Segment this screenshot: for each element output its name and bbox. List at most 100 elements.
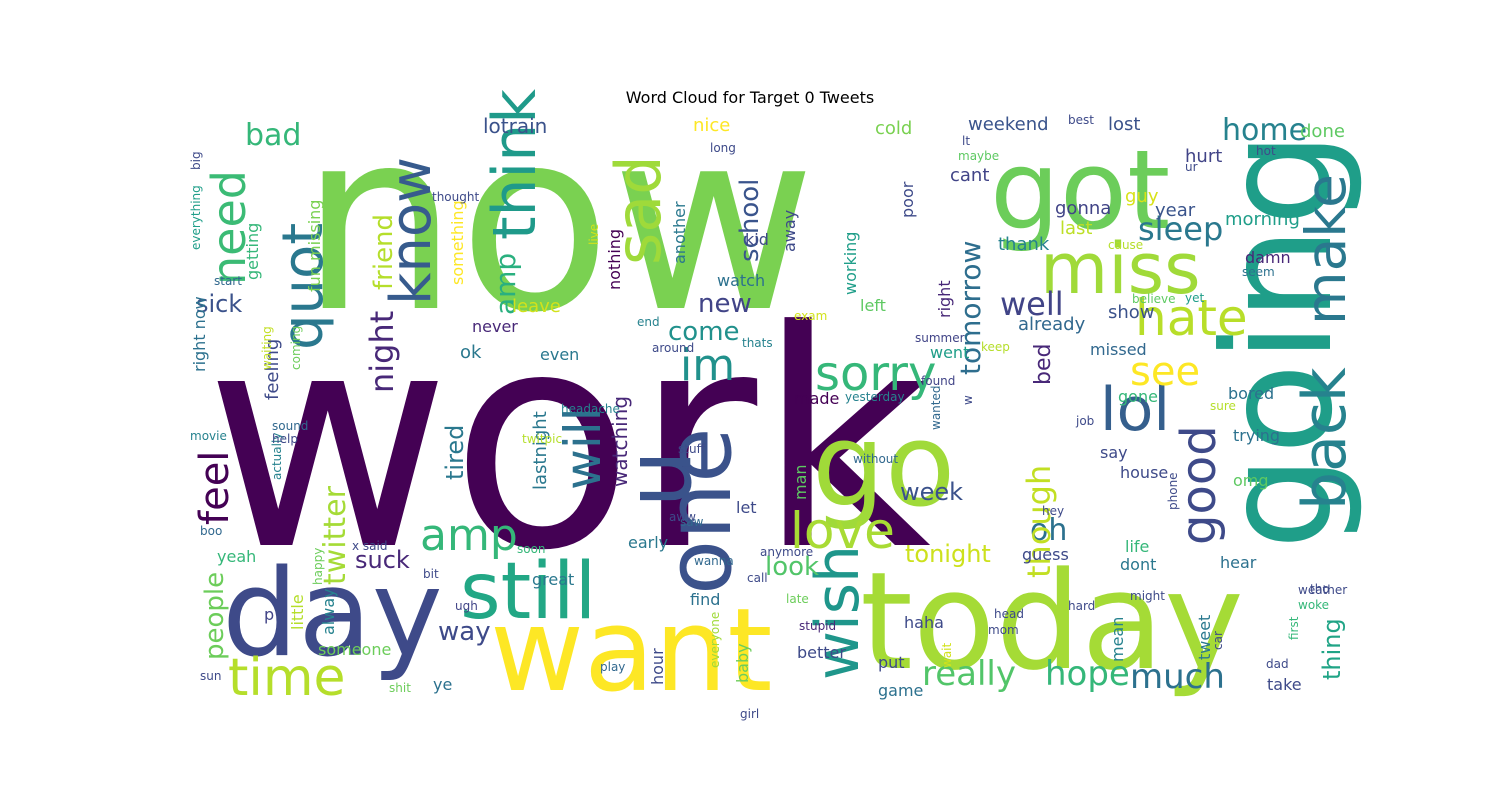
word-sound: sound bbox=[272, 419, 308, 433]
word-nothing: nothing bbox=[605, 229, 624, 290]
word-lol: lol bbox=[1100, 375, 1170, 445]
word-gonna: gonna bbox=[1055, 198, 1111, 219]
word-call: call bbox=[747, 571, 768, 585]
word-though: though bbox=[1020, 465, 1058, 578]
word-something: something bbox=[448, 200, 467, 285]
word-right: right bbox=[935, 280, 954, 318]
word-twitter: twitter bbox=[318, 485, 353, 585]
word-start: start bbox=[214, 274, 242, 288]
word-fun-missing: fun missing bbox=[305, 200, 324, 292]
word-shit: shit bbox=[389, 681, 411, 695]
word-kid: kid bbox=[745, 230, 769, 249]
word-now: now bbox=[300, 76, 816, 367]
word-watching: watching bbox=[608, 396, 632, 487]
word-great: great bbox=[532, 570, 574, 589]
word-poor: poor bbox=[898, 181, 917, 218]
word-wanted: wanted bbox=[929, 386, 943, 430]
word-live: live bbox=[587, 224, 601, 245]
word-headache: headache bbox=[561, 402, 620, 416]
word-first: first bbox=[1287, 616, 1301, 640]
word-boo: boo bbox=[200, 524, 222, 538]
word-keep: keep bbox=[981, 340, 1010, 354]
word-made: made bbox=[794, 389, 839, 408]
word-show: show bbox=[1108, 302, 1155, 323]
word-going: going bbox=[1192, 131, 1366, 550]
word-woke: woke bbox=[1298, 598, 1329, 612]
word-see: see bbox=[1130, 349, 1200, 395]
word-wait: wait bbox=[940, 642, 954, 668]
word-morning: morning bbox=[1225, 209, 1300, 230]
word-might: might bbox=[1130, 589, 1165, 603]
word-saw: saw bbox=[680, 515, 704, 529]
word-done: done bbox=[1300, 121, 1345, 142]
word-getting: getting bbox=[243, 223, 262, 280]
word-ye: ye bbox=[433, 675, 452, 694]
word-hour: hour bbox=[648, 648, 667, 685]
word-say: say bbox=[1100, 443, 1128, 462]
word-make: make bbox=[1294, 174, 1358, 325]
word-end: end bbox=[637, 315, 660, 329]
word-big: big bbox=[189, 151, 203, 170]
word-im: im bbox=[680, 340, 735, 391]
word-watch: watch bbox=[717, 271, 765, 290]
word-long: long bbox=[710, 141, 736, 155]
word-hope: hope bbox=[1045, 654, 1130, 694]
word-life: life bbox=[1125, 537, 1149, 556]
word-went: went bbox=[930, 343, 969, 362]
word-play: play bbox=[600, 660, 625, 674]
word-week: week bbox=[900, 478, 963, 506]
word-love: love bbox=[790, 502, 895, 560]
word-dont: dont bbox=[1120, 555, 1156, 574]
word-bit: bit bbox=[423, 567, 439, 581]
word-weather: weather bbox=[1298, 583, 1347, 597]
word-help: help bbox=[272, 432, 298, 446]
word-really: really bbox=[922, 654, 1016, 694]
word-will: will bbox=[554, 407, 612, 490]
word-right-now: right now bbox=[190, 296, 209, 372]
word-job: job bbox=[1075, 414, 1094, 428]
word-lost: lost bbox=[1108, 114, 1140, 135]
word-omg: omg bbox=[1233, 471, 1269, 490]
word-yeah: yeah bbox=[217, 547, 256, 566]
word-last: last bbox=[1060, 218, 1092, 239]
word-house: house bbox=[1120, 463, 1168, 482]
word-head: head bbox=[994, 607, 1024, 621]
word-exam: exam bbox=[794, 309, 827, 323]
word-p: p bbox=[264, 605, 274, 624]
word-stupid: stupid bbox=[799, 619, 836, 633]
word-even: even bbox=[540, 345, 579, 364]
word-left: left bbox=[860, 296, 886, 315]
word-way: way bbox=[438, 617, 491, 647]
word-waiting: waiting bbox=[260, 326, 274, 370]
word-yet: yet bbox=[1185, 291, 1204, 305]
word-people: people bbox=[200, 572, 230, 660]
word-stuff: stuff bbox=[678, 442, 706, 456]
word-friend: friend bbox=[369, 214, 399, 290]
word-sure: sure bbox=[1210, 399, 1236, 413]
word-weekend: weekend bbox=[968, 114, 1049, 135]
word-know: know bbox=[379, 157, 444, 305]
word-haha: haha bbox=[904, 613, 944, 632]
word-hot: hot bbox=[1256, 144, 1276, 158]
word-little: little bbox=[288, 594, 307, 630]
word-tomorrow: tomorrow bbox=[954, 241, 987, 375]
word-good: good bbox=[1171, 425, 1227, 545]
word-best: best bbox=[1068, 113, 1094, 127]
word-twitpic: twitpic bbox=[522, 432, 562, 446]
word-ok: ok bbox=[460, 342, 482, 363]
word-guy: guy bbox=[1125, 186, 1159, 207]
word-x-said: x said bbox=[352, 539, 387, 553]
word-phone: phone bbox=[1166, 472, 1180, 510]
word-trying: trying bbox=[1233, 426, 1280, 445]
word-working: working bbox=[841, 232, 860, 295]
word-lotrain: lotrain bbox=[483, 114, 547, 138]
word-alway: alway bbox=[319, 588, 338, 635]
word-without: without bbox=[853, 452, 898, 466]
word-sick: sick bbox=[196, 290, 242, 318]
word-find: find bbox=[690, 590, 720, 609]
word-amp-2: amp bbox=[489, 253, 522, 315]
word-bad: bad bbox=[245, 118, 301, 153]
word-suck: suck bbox=[355, 546, 410, 574]
word-damn: damn bbox=[1245, 248, 1291, 267]
